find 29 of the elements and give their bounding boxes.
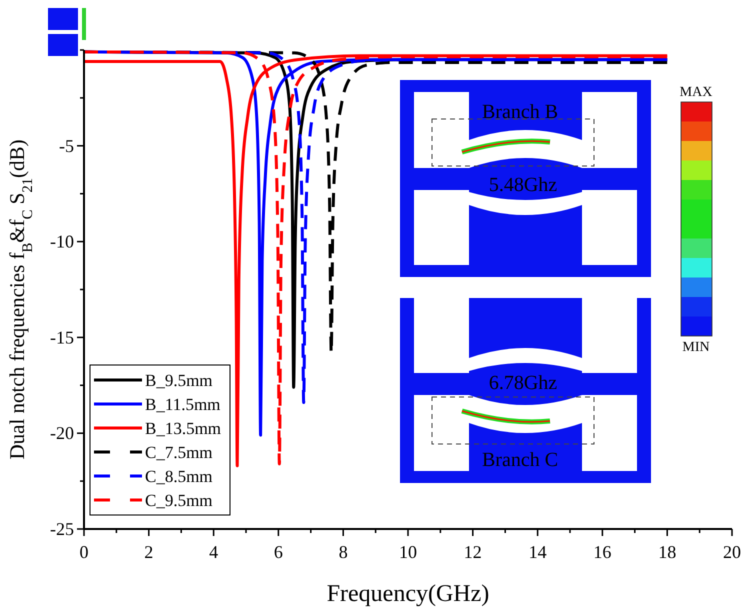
x-tick-label: 16: [593, 542, 612, 562]
x-tick-label: 14: [528, 542, 547, 562]
x-tick-label: 12: [464, 542, 482, 562]
legend-label: B_9.5mm: [145, 371, 213, 390]
legend-label: B_13.5mm: [145, 419, 222, 438]
y-tick-label: -5: [59, 136, 74, 156]
x-tick-label: 6: [274, 542, 283, 562]
legend-label: C_9.5mm: [145, 491, 213, 510]
annotation: Branch C: [482, 449, 558, 471]
annotation: MAX: [680, 85, 712, 100]
y-tick-label: -25: [50, 519, 74, 539]
x-axis-title: Frequency(GHz): [326, 581, 490, 607]
x-tick-label: 8: [338, 542, 348, 562]
annotation: MIN: [682, 340, 710, 355]
y-tick-label: -15: [50, 327, 74, 348]
y-tick-label: -10: [50, 232, 74, 252]
x-tick-label: 10: [399, 542, 417, 562]
x-tick-label: 2: [144, 542, 154, 562]
annotation: 5.48Ghz: [488, 174, 558, 196]
annotation: Branch B: [482, 101, 558, 123]
legend-label: C_8.5mm: [145, 467, 213, 486]
annotation: 6.78Ghz: [488, 372, 558, 394]
x-tick-label: 0: [80, 542, 88, 562]
y-tick-label: -20: [50, 423, 74, 444]
x-tick-label: 4: [209, 542, 218, 562]
legend-label: B_11.5mm: [145, 395, 220, 414]
legend-label: C_7.5mm: [145, 443, 213, 462]
x-tick-label: 20: [723, 542, 741, 562]
x-tick-label: 18: [658, 542, 676, 562]
